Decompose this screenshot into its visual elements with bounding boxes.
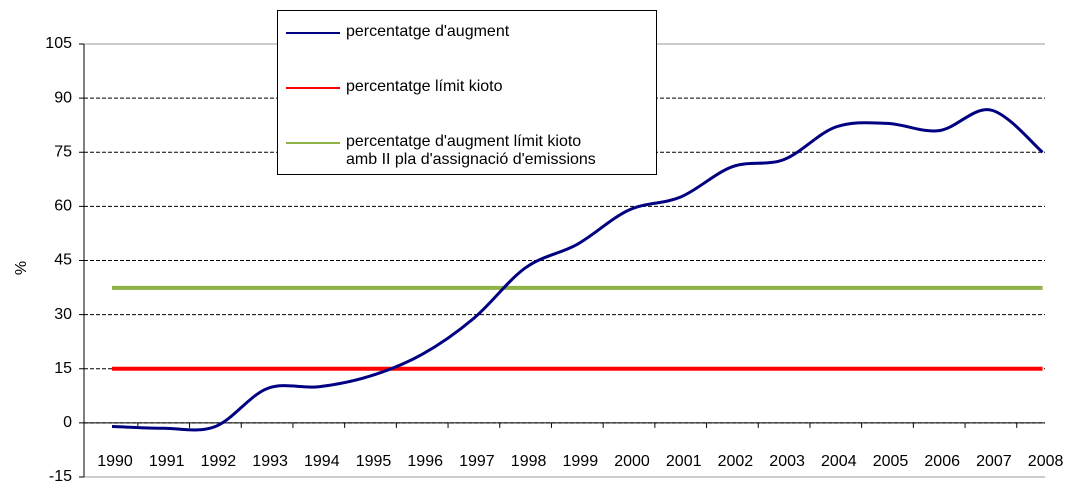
y-tick-label: 45 [54, 252, 72, 269]
y-tick-label: 60 [54, 198, 72, 215]
legend-item: percentatge límit kioto [286, 78, 503, 96]
legend-label: percentatge d'augment [346, 23, 510, 40]
x-tick-label: 2005 [873, 453, 909, 470]
x-tick-label: 1994 [304, 453, 340, 470]
x-tick-label: 2001 [666, 453, 702, 470]
legend-item: percentatge d'augment [286, 23, 509, 41]
y-tick-label: 15 [54, 360, 72, 377]
y-tick-label: 0 [63, 414, 72, 431]
x-tick-label: 1997 [459, 453, 495, 470]
y-axis-label: % [13, 261, 30, 275]
x-tick-label: 1993 [252, 453, 288, 470]
x-tick-label: 2007 [976, 453, 1012, 470]
x-tick-label: 2008 [1028, 453, 1064, 470]
series-line [111, 108, 1044, 432]
legend-label: percentatge límit kioto [346, 78, 503, 95]
y-tick-label: 75 [54, 143, 72, 160]
legend: percentatge d'augment percentatge límit k… [277, 10, 657, 175]
x-tick-label: 2002 [718, 453, 754, 470]
legend-swatch [286, 87, 340, 89]
x-tick-label: 1998 [511, 453, 547, 470]
x-tick-label: 1999 [563, 453, 599, 470]
x-tick-label: 1996 [407, 453, 443, 470]
legend-swatch [286, 32, 340, 34]
y-tick-label: -15 [49, 468, 72, 484]
x-tick-label: 1990 [97, 453, 133, 470]
x-tick-label: 2006 [924, 453, 960, 470]
x-tick-label: 2004 [821, 453, 857, 470]
legend-item: percentatge d'augment límit kioto amb II… [286, 133, 596, 169]
legend-swatch [286, 142, 340, 144]
x-tick-label: 2000 [614, 453, 650, 470]
x-tick-label: 1992 [201, 453, 237, 470]
x-tick-label: 1991 [149, 453, 185, 470]
y-tick-label: 105 [45, 35, 72, 52]
x-tick-label: 1995 [356, 453, 392, 470]
x-tick-label: 2003 [769, 453, 805, 470]
legend-label: percentatge d'augment límit kioto amb II… [346, 133, 596, 168]
y-tick-label: 30 [54, 306, 72, 323]
y-tick-label: 90 [54, 89, 72, 106]
